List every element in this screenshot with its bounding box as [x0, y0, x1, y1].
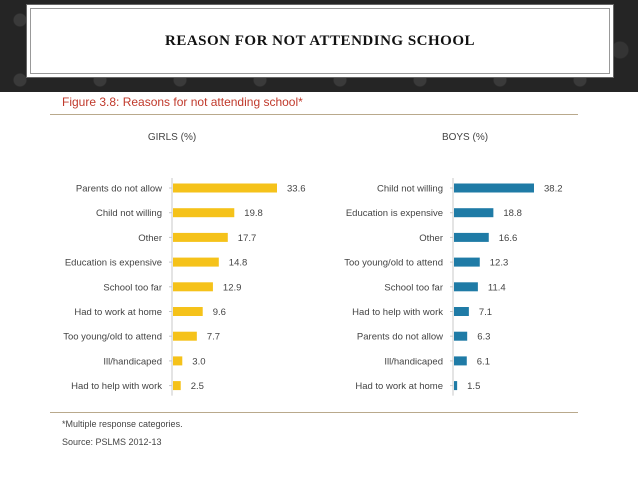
girls-category-label: Had to help with work [71, 381, 162, 392]
figure-bottom-rule [50, 412, 578, 413]
girls-bar [173, 183, 277, 193]
boys-category-label: Child not willing [377, 184, 443, 195]
girls-value-label: 33.6 [287, 184, 306, 195]
boys-category-label: Parents do not allow [357, 332, 443, 343]
boys-bar [454, 331, 468, 341]
boys-category-label: School too far [384, 282, 443, 293]
boys-bar [454, 208, 494, 218]
boys-value-label: 7.1 [479, 307, 492, 318]
boys-bar [454, 257, 480, 267]
figure-title: Figure 3.8: Reasons for not attending sc… [62, 95, 303, 109]
boys-category-label: Other [419, 233, 443, 244]
slide-title-box: REASON FOR NOT ATTENDING SCHOOL [30, 8, 610, 74]
girls-category-label: Education is expensive [65, 258, 162, 269]
girls-bar [173, 257, 219, 267]
girls-chart-title: GIRLS (%) [148, 132, 196, 143]
girls-bar [173, 356, 183, 366]
girls-value-label: 9.6 [213, 307, 226, 318]
boys-value-label: 16.6 [499, 233, 518, 244]
boys-value-label: 6.1 [477, 356, 490, 367]
boys-category-label: Had to work at home [355, 381, 443, 392]
boys-value-label: 12.3 [490, 258, 509, 269]
girls-category-label: Ill/handicaped [103, 356, 162, 367]
boys-category-label: Too young/old to attend [344, 258, 443, 269]
boys-bar [454, 381, 458, 391]
boys-bar [454, 356, 467, 366]
boys-value-label: 38.2 [544, 184, 563, 195]
girls-value-label: 7.7 [207, 332, 220, 343]
footnote: *Multiple response categories. [62, 419, 183, 429]
source-note: Source: PSLMS 2012-13 [62, 437, 162, 447]
girls-bar [173, 282, 213, 292]
girls-bar [173, 381, 181, 391]
boys-category-label: Ill/handicaped [384, 356, 443, 367]
boys-value-label: 1.5 [467, 381, 480, 392]
girls-value-label: 19.8 [244, 208, 262, 219]
slide-title: REASON FOR NOT ATTENDING SCHOOL [165, 32, 475, 49]
boys-category-label: Education is expensive [346, 208, 443, 219]
girls-bar [173, 232, 228, 242]
girls-value-label: 3.0 [192, 356, 205, 367]
boys-value-label: 18.8 [503, 208, 521, 219]
boys-chart-title: BOYS (%) [442, 132, 488, 143]
boys-value-label: 6.3 [477, 332, 490, 343]
girls-value-label: 12.9 [223, 282, 242, 293]
boys-bar [454, 307, 469, 316]
girls-category-label: Other [138, 233, 162, 244]
boys-value-label: 11.4 [488, 282, 506, 293]
figure-top-rule [50, 114, 578, 115]
boys-bar [454, 282, 478, 292]
girls-bar [173, 331, 197, 341]
figure-panel: Figure 3.8: Reasons for not attending sc… [0, 92, 638, 478]
girls-category-label: Child not willing [96, 208, 162, 219]
girls-value-label: 14.8 [229, 258, 248, 269]
girls-category-label: School too far [103, 282, 162, 293]
boys-bar [454, 183, 534, 193]
girls-value-label: 2.5 [191, 381, 204, 392]
bar-charts: GIRLS (%) Parents do not allow 33.6 Child n… [63, 132, 563, 396]
boys-category-label: Had to help with work [352, 307, 443, 318]
girls-category-label: Had to work at home [74, 307, 162, 318]
girls-bar [173, 208, 235, 218]
girls-bar [173, 307, 203, 316]
girls-value-label: 17.7 [238, 233, 256, 244]
girls-category-label: Too young/old to attend [63, 332, 162, 343]
girls-category-label: Parents do not allow [76, 184, 162, 195]
boys-bar [454, 232, 489, 242]
